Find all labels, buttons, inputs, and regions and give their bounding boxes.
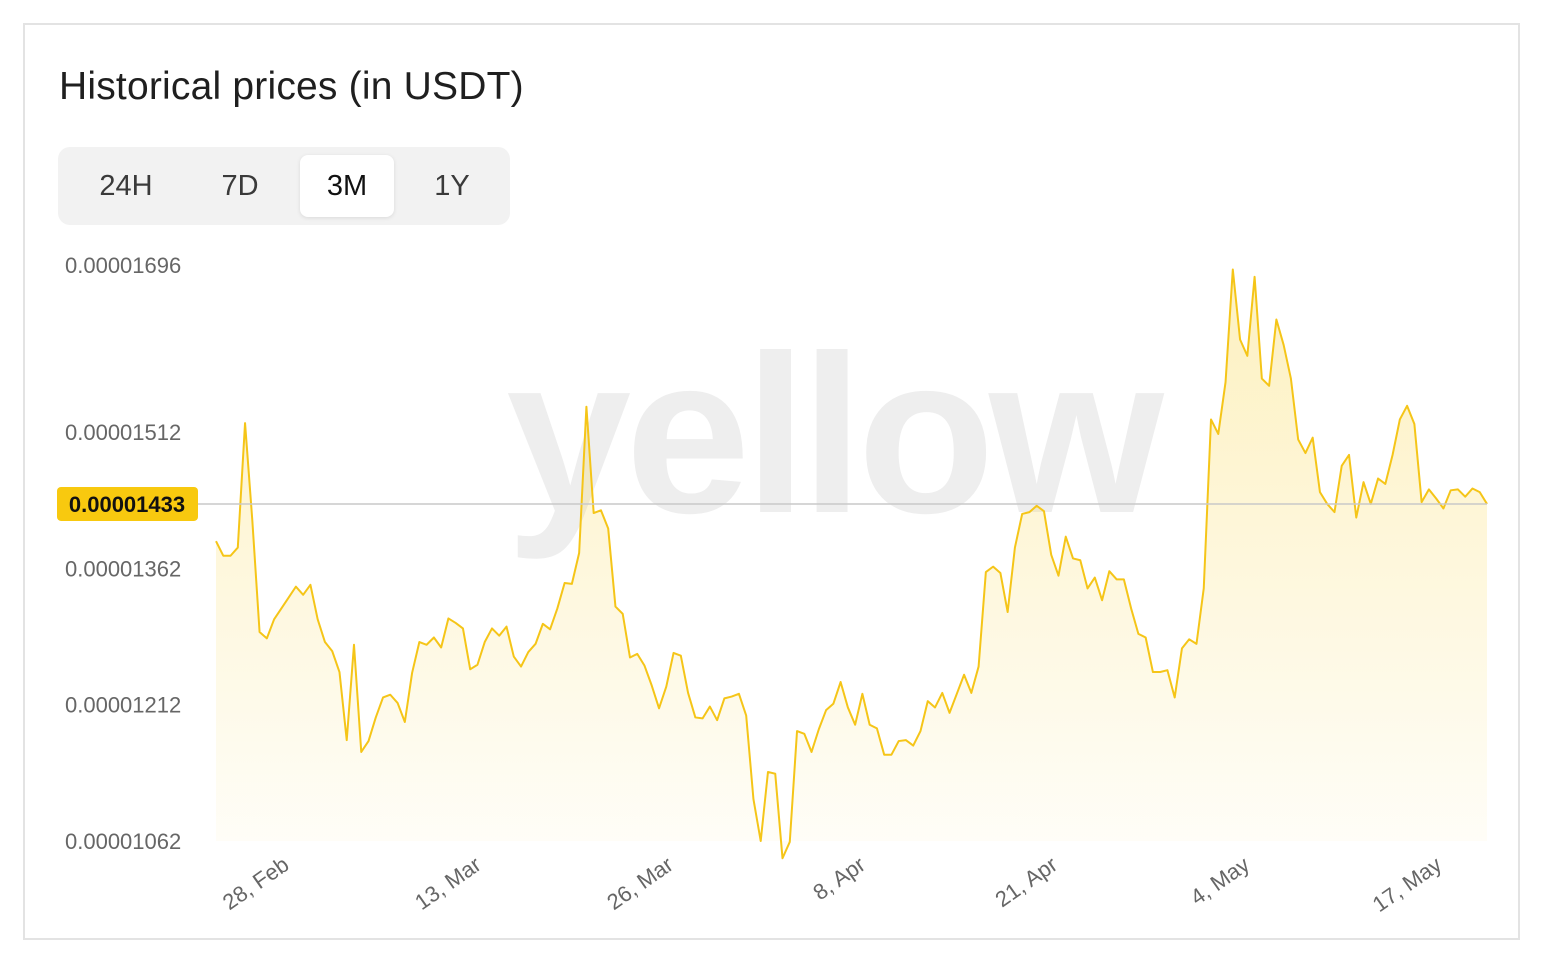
x-axis: 28, Feb 13, Mar 26, Mar 8, Apr 21, Apr 4, May… xyxy=(218,852,1446,917)
timeframe-tabs: 24H 7D 3M 1Y xyxy=(58,147,510,225)
y-tick-label: 0.00001696 xyxy=(65,253,181,278)
tab-3m[interactable]: 3M xyxy=(300,155,394,217)
x-tick-label: 4, May xyxy=(1186,852,1254,910)
y-axis: 0.00001696 0.00001512 0.00001362 0.00001212… xyxy=(65,253,181,854)
x-tick-label: 21, Apr xyxy=(990,852,1061,912)
x-tick-label: 13, Mar xyxy=(410,852,485,915)
x-tick-label: 17, May xyxy=(1368,852,1446,917)
price-line xyxy=(215,268,1488,860)
x-tick-label: 8, Apr xyxy=(808,852,869,905)
chart-title: Historical prices (in USDT) xyxy=(59,65,524,108)
tab-1y[interactable]: 1Y xyxy=(434,170,470,202)
tab-7d[interactable]: 7D xyxy=(221,170,259,202)
current-price-badge: 0.00001433 xyxy=(57,486,198,521)
current-price-value: 0.00001433 xyxy=(69,492,185,517)
x-tick-label: 26, Mar xyxy=(602,852,677,915)
y-tick-label: 0.00001062 xyxy=(65,829,181,854)
y-tick-label: 0.00001512 xyxy=(65,420,181,445)
y-tick-label: 0.00001212 xyxy=(65,693,181,718)
x-tick-label: 28, Feb xyxy=(218,852,293,915)
y-tick-label: 0.00001362 xyxy=(65,556,181,581)
current-price-badge-bg xyxy=(57,486,198,521)
watermark-logo: yellow xyxy=(506,308,1165,560)
tab-24h[interactable]: 24H xyxy=(99,170,153,202)
price-area xyxy=(216,269,1487,859)
